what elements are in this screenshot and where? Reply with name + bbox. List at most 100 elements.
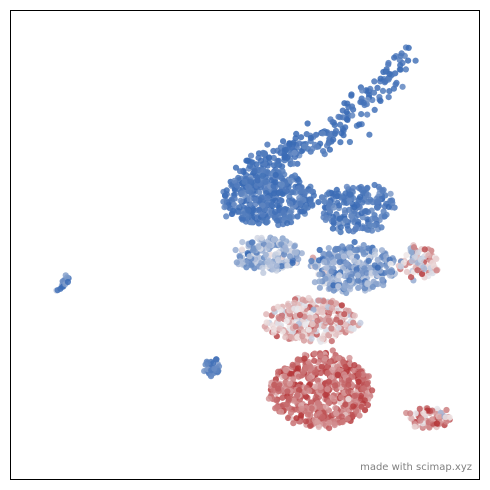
data-point-waist [292,323,299,330]
data-point-upper-right [379,187,386,194]
data-point-waist [342,321,349,328]
data-point-upper-body [294,213,301,220]
data-point-upper-right [347,191,354,198]
data-point-upper-body [230,207,237,214]
data-point-middle-right [336,258,343,266]
data-point-upper-body [264,218,271,225]
data-point-middle-right [361,265,368,272]
data-point-upper-body [255,220,262,227]
data-point-waist [327,299,334,306]
data-point-bottom-right-spot [443,418,450,425]
data-point-upper-body [231,201,238,208]
data-point-upper-body [268,201,275,209]
data-point-bottom-body [285,396,292,403]
data-point-middle-right [351,258,358,265]
data-point-bottom-body [318,363,325,370]
data-point-upper-body [220,198,227,205]
data-point-tail [251,167,258,174]
data-point-tail [412,57,419,64]
data-point-middle-right [328,268,335,275]
data-point-bottom-body [294,391,301,399]
data-point-upper-right [381,213,388,220]
data-point-tail [283,146,290,153]
data-point-waist [338,302,345,309]
data-point-upper-right [324,191,331,198]
data-point-tail [396,66,403,73]
data-point-bottom-body [338,413,345,420]
data-point-tail [366,131,373,138]
data-point-bottom-body [364,401,371,409]
data-point-bottom-body [355,371,362,378]
data-point-upper-right [329,225,336,232]
data-point-tail [398,50,405,57]
data-point-middle-left [284,262,291,269]
data-point-waist [306,314,313,321]
data-point-tail [264,141,271,148]
data-point-middle-left [264,259,271,266]
data-point-upper-body [259,194,266,201]
data-point-upper-body [287,177,295,184]
data-point-bottom-body [329,347,336,354]
data-point-upper-body [264,195,271,202]
data-point-waist [276,325,283,332]
data-point-upper-right [355,185,363,192]
data-point-middle-right [360,242,367,249]
data-point-tail [298,134,305,141]
data-point-bottom-body [307,422,314,429]
data-point-right-lobe [417,256,424,263]
data-point-waist [350,319,357,326]
data-point-upper-right [346,206,353,213]
data-point-bottom-body [324,386,331,393]
data-point-middle-left [295,256,302,263]
data-point-upper-right [330,217,337,224]
data-point-bottom-body [345,377,352,384]
data-point-middle-left [293,249,300,256]
data-point-middle-right [359,247,366,254]
data-point-upper-body [298,208,305,215]
data-point-upper-right [343,183,350,190]
data-point-upper-right [336,215,343,222]
data-point-upper-right [373,198,380,205]
data-point-upper-body [255,206,263,213]
data-point-bottom-body [346,354,353,362]
data-point-tail [309,145,316,152]
data-point-upper-body [272,171,279,178]
data-point-bottom-body [333,410,340,417]
data-point-bottom-body [281,373,288,380]
data-point-waist [314,317,321,324]
data-point-bottom-body [358,403,365,410]
data-point-waist [275,320,282,327]
data-point-middle-right [380,282,387,289]
data-point-middle-right [316,278,323,285]
data-point-upper-body [223,187,230,194]
data-point-upper-right [344,222,351,229]
data-point-right-lobe [408,257,415,265]
data-point-bottom-body [311,350,318,357]
data-point-middle-left [291,243,298,250]
data-point-bottom-body [319,413,326,420]
data-point-bottom-body [306,374,313,381]
data-point-upper-body [274,202,281,209]
data-point-tail [260,151,267,158]
data-point-tail [370,89,378,96]
data-point-tail [386,70,393,78]
data-point-bottom-body [275,385,282,392]
data-point-tail [298,148,305,155]
data-point-bottom-body [350,367,357,374]
data-point-right-lobe [430,262,437,270]
data-point-middle-right [321,258,328,266]
data-point-bottom-body [352,397,359,404]
data-point-upper-body [245,183,252,190]
data-point-middle-right [330,282,337,289]
data-point-upper-right [374,204,381,211]
data-point-upper-body [239,216,246,223]
data-point-waist [285,302,292,309]
data-point-tail [346,138,353,146]
data-point-middle-left [289,259,296,266]
data-point-middle-right [354,277,362,284]
data-point-right-lobe [414,249,422,256]
data-point-tail [405,44,412,52]
data-point-bottom-body [317,352,324,359]
data-point-upper-body [272,197,279,204]
data-point-upper-right [330,204,337,211]
